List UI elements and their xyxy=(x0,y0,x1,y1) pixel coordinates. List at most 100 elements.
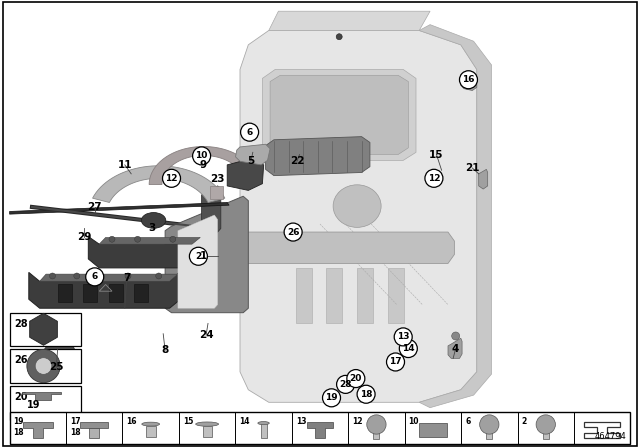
Text: 23: 23 xyxy=(211,174,225,184)
Circle shape xyxy=(125,273,131,279)
Circle shape xyxy=(367,415,386,434)
Polygon shape xyxy=(165,196,248,313)
Text: 12: 12 xyxy=(352,417,363,426)
Text: 13: 13 xyxy=(397,332,410,341)
Text: 1: 1 xyxy=(200,251,207,261)
Bar xyxy=(89,428,99,438)
Circle shape xyxy=(399,340,417,358)
Polygon shape xyxy=(240,30,477,402)
Bar xyxy=(202,426,212,437)
Bar xyxy=(83,284,97,302)
Circle shape xyxy=(156,273,162,279)
Circle shape xyxy=(336,34,342,40)
Polygon shape xyxy=(388,268,404,323)
Bar xyxy=(373,428,380,439)
Text: 5: 5 xyxy=(247,156,255,166)
Circle shape xyxy=(337,375,355,393)
Polygon shape xyxy=(149,146,258,185)
Text: 12: 12 xyxy=(428,174,440,183)
Text: 15: 15 xyxy=(183,417,193,426)
Circle shape xyxy=(452,332,460,340)
Text: 464794: 464794 xyxy=(594,432,626,441)
Polygon shape xyxy=(210,186,223,199)
Polygon shape xyxy=(22,422,53,438)
Text: 11: 11 xyxy=(118,160,132,170)
Bar xyxy=(58,284,72,302)
Text: 14: 14 xyxy=(402,344,415,353)
Bar xyxy=(10,349,81,383)
Bar xyxy=(109,284,123,302)
Text: 19: 19 xyxy=(27,401,40,410)
Text: 17
18: 17 18 xyxy=(70,417,81,436)
Text: 26: 26 xyxy=(287,228,300,237)
Polygon shape xyxy=(448,338,462,358)
Text: 27: 27 xyxy=(88,202,102,212)
Circle shape xyxy=(134,236,141,242)
Polygon shape xyxy=(296,268,312,323)
Circle shape xyxy=(347,370,365,388)
Text: 25: 25 xyxy=(49,362,63,372)
Ellipse shape xyxy=(142,422,159,426)
Text: 10: 10 xyxy=(195,151,208,160)
Circle shape xyxy=(109,236,115,242)
Text: 6: 6 xyxy=(465,417,470,426)
Polygon shape xyxy=(461,73,477,90)
Polygon shape xyxy=(93,166,225,202)
Circle shape xyxy=(27,349,60,383)
Text: 28: 28 xyxy=(15,319,28,329)
Text: 21: 21 xyxy=(465,163,479,173)
Ellipse shape xyxy=(258,422,269,425)
Text: 9: 9 xyxy=(200,160,207,170)
Circle shape xyxy=(536,415,556,434)
Bar xyxy=(260,422,267,438)
Text: 16: 16 xyxy=(462,75,475,84)
Circle shape xyxy=(163,169,180,187)
Bar xyxy=(419,423,447,437)
Circle shape xyxy=(284,223,302,241)
Text: 15: 15 xyxy=(429,150,444,159)
Circle shape xyxy=(460,71,477,89)
Bar xyxy=(80,422,108,428)
Polygon shape xyxy=(236,144,270,165)
Circle shape xyxy=(425,169,443,187)
Text: 8: 8 xyxy=(161,345,169,355)
Polygon shape xyxy=(234,232,454,263)
Ellipse shape xyxy=(141,213,166,228)
Text: 3: 3 xyxy=(148,223,156,233)
Bar xyxy=(134,284,148,302)
Text: 10: 10 xyxy=(409,417,419,426)
Circle shape xyxy=(323,389,340,407)
Text: 20: 20 xyxy=(349,374,362,383)
Polygon shape xyxy=(99,237,200,244)
Text: 2: 2 xyxy=(522,417,527,426)
Circle shape xyxy=(193,147,211,165)
Text: 6: 6 xyxy=(246,128,253,137)
Text: 7: 7 xyxy=(123,273,131,283)
Circle shape xyxy=(74,273,80,279)
Bar xyxy=(543,428,548,439)
Polygon shape xyxy=(178,215,218,308)
Bar xyxy=(486,428,492,439)
Polygon shape xyxy=(266,137,370,176)
Text: 13: 13 xyxy=(296,417,307,426)
Text: 22: 22 xyxy=(290,156,304,166)
Text: 4: 4 xyxy=(452,344,460,353)
Circle shape xyxy=(387,353,404,371)
Text: 26: 26 xyxy=(15,355,28,366)
Circle shape xyxy=(35,358,52,375)
Polygon shape xyxy=(269,11,430,30)
Text: 24: 24 xyxy=(199,330,213,340)
Polygon shape xyxy=(44,347,76,355)
Circle shape xyxy=(394,328,412,346)
Circle shape xyxy=(170,236,176,242)
Text: 19: 19 xyxy=(325,393,338,402)
Polygon shape xyxy=(202,186,221,232)
Text: 16: 16 xyxy=(127,417,137,426)
Text: 18: 18 xyxy=(360,390,372,399)
Polygon shape xyxy=(29,313,58,345)
Circle shape xyxy=(49,273,56,279)
Circle shape xyxy=(479,415,499,434)
Bar xyxy=(10,313,81,346)
Text: 28: 28 xyxy=(339,380,352,389)
Polygon shape xyxy=(326,268,342,323)
